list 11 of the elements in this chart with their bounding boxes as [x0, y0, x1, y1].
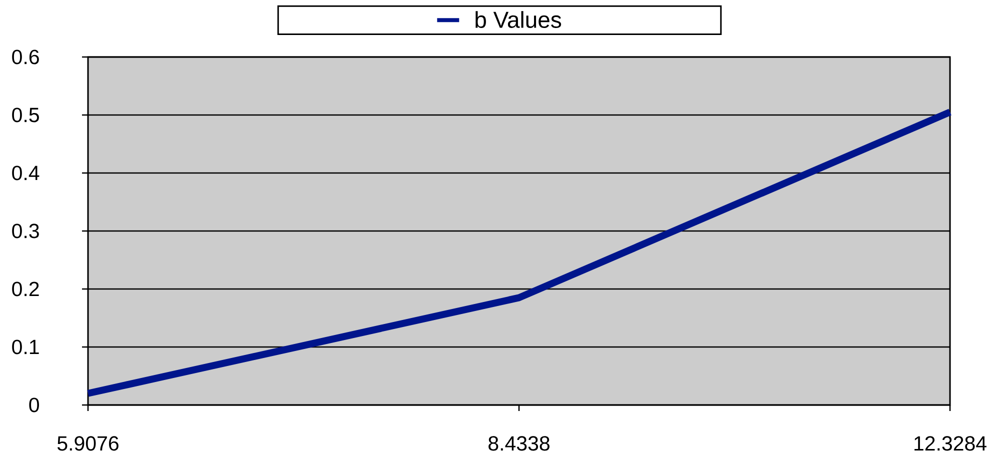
- y-tick-label: 0.2: [12, 282, 39, 296]
- y-tick-label: 0.6: [12, 50, 39, 64]
- legend-label: b Values: [476, 11, 562, 28]
- x-tick-label: 5.9076: [57, 436, 118, 451]
- y-tick-label: 0.1: [12, 340, 39, 354]
- y-tick-label: 0.4: [12, 166, 40, 180]
- y-tick-label: 0.3: [12, 224, 39, 238]
- y-tick-label: 0.5: [12, 108, 39, 122]
- x-tick-label: 8.4338: [488, 436, 550, 451]
- y-tick-label: 0: [29, 398, 40, 412]
- x-tick-label: 12.3284: [914, 436, 986, 451]
